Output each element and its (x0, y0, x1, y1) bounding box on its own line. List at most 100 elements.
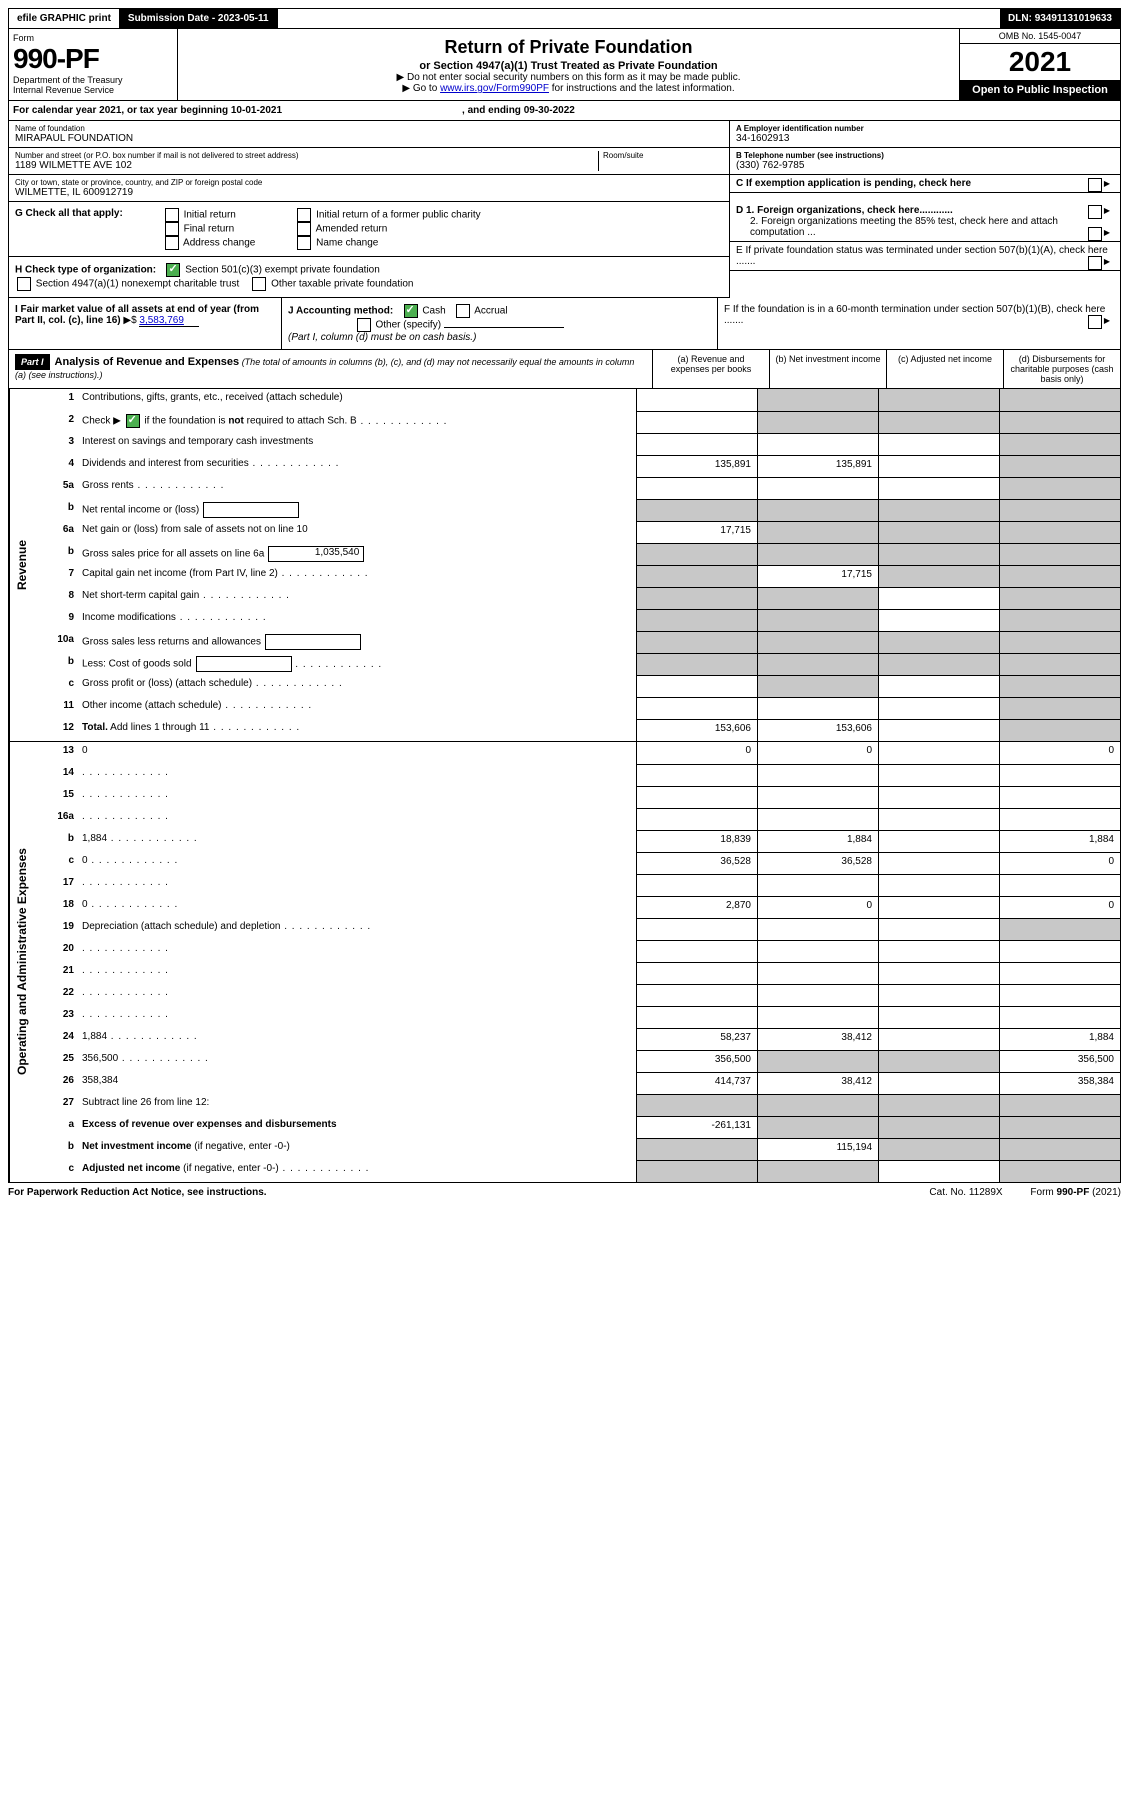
row-num: 9 (34, 609, 80, 631)
addr-label: Number and street (or P.O. box number if… (15, 151, 598, 160)
table-row: 15 (34, 786, 1120, 808)
cell-d: 0 (999, 742, 1120, 764)
sub-input[interactable] (203, 502, 299, 518)
form-box: Form 990-PF Department of the Treasury I… (9, 29, 178, 100)
revenue-rows: 1Contributions, gifts, grants, etc., rec… (34, 389, 1120, 741)
cell-c (878, 918, 999, 940)
cell-a (636, 808, 757, 830)
city-cell: City or town, state or province, country… (9, 175, 729, 202)
j-other-checkbox[interactable] (357, 318, 371, 332)
dept-label: Department of the Treasury (13, 75, 173, 85)
irs-label: Internal Revenue Service (13, 85, 173, 95)
h-501c3-checkbox[interactable] (166, 263, 180, 277)
row-num: 25 (34, 1050, 80, 1072)
arrow-icon (1104, 178, 1114, 189)
revenue-label: Revenue (9, 389, 34, 741)
g-amended-checkbox[interactable] (297, 222, 311, 236)
j-other-line (444, 327, 564, 328)
tax-year: 2021 (960, 44, 1120, 80)
cell-a (636, 543, 757, 565)
section-i: I Fair market value of all assets at end… (9, 298, 282, 349)
table-row: c036,52836,5280 (34, 852, 1120, 874)
table-row: 12Total. Add lines 1 through 11153,60615… (34, 719, 1120, 741)
table-row: 130000 (34, 742, 1120, 764)
row-num: b (34, 1138, 80, 1160)
sub-input[interactable]: 1,035,540 (268, 546, 364, 562)
col-b-head: (b) Net investment income (769, 350, 886, 388)
table-row: 2Check ▶ if the foundation is not requir… (34, 411, 1120, 433)
cell-a (636, 411, 757, 433)
e-checkbox[interactable] (1088, 256, 1102, 270)
row-desc: 0 (80, 896, 636, 918)
cal-begin: For calendar year 2021, or tax year begi… (13, 105, 282, 116)
j-accrual-checkbox[interactable] (456, 304, 470, 318)
d1-checkbox[interactable] (1088, 205, 1102, 219)
page-footer: For Paperwork Reduction Act Notice, see … (8, 1183, 1121, 1202)
h-opt-1: Section 4947(a)(1) nonexempt charitable … (36, 279, 239, 290)
d1-label: D 1. Foreign organizations, check here..… (736, 205, 953, 216)
cell-d (999, 521, 1120, 543)
cell-b (757, 411, 878, 433)
fmv-link[interactable]: 3,583,769 (139, 315, 199, 327)
row-num: 1 (34, 389, 80, 411)
cell-c (878, 433, 999, 455)
cell-b (757, 1006, 878, 1028)
g-former-checkbox[interactable] (297, 208, 311, 222)
sub-input[interactable] (265, 634, 361, 650)
cell-a: 135,891 (636, 455, 757, 477)
table-row: b1,88418,8391,8841,884 (34, 830, 1120, 852)
subdate-btn[interactable]: Submission Date - 2023-05-11 (120, 9, 278, 28)
j-accrual: Accrual (474, 306, 507, 317)
cell-a (636, 1094, 757, 1116)
efile-btn[interactable]: efile GRAPHIC print (9, 9, 120, 28)
h-4947-checkbox[interactable] (17, 277, 31, 291)
sub-input[interactable] (196, 656, 292, 672)
g-final-checkbox[interactable] (165, 222, 179, 236)
arrow-icon (1104, 256, 1114, 267)
row-num: b (34, 543, 80, 565)
f-checkbox[interactable] (1088, 315, 1102, 329)
h-other-checkbox[interactable] (252, 277, 266, 291)
g-name-checkbox[interactable] (297, 236, 311, 250)
row-desc (80, 874, 636, 896)
cell-b (757, 764, 878, 786)
cell-c (878, 499, 999, 521)
j-cash-checkbox[interactable] (404, 304, 418, 318)
cell-c (878, 852, 999, 874)
d2-checkbox[interactable] (1088, 227, 1102, 241)
row-desc (80, 984, 636, 1006)
g-addr-checkbox[interactable] (165, 236, 179, 250)
cell-c (878, 742, 999, 764)
form-ref: Form 990-PF (2021) (1030, 1187, 1121, 1198)
cell-b (757, 389, 878, 411)
form-no: 990-PF (13, 43, 173, 75)
addr-cell: Number and street (or P.O. box number if… (9, 148, 729, 175)
cell-b: 0 (757, 896, 878, 918)
table-row: bNet investment income (if negative, ent… (34, 1138, 1120, 1160)
cell-c (878, 719, 999, 741)
phone-cell: B Telephone number (see instructions) (3… (730, 148, 1120, 175)
cell-c (878, 477, 999, 499)
row-desc: Depreciation (attach schedule) and deple… (80, 918, 636, 940)
row-num: 21 (34, 962, 80, 984)
cell-d (999, 565, 1120, 587)
table-row: 26358,384414,73738,412358,384 (34, 1072, 1120, 1094)
row-desc: Total. Add lines 1 through 11 (80, 719, 636, 741)
cell-c (878, 455, 999, 477)
cell-d (999, 477, 1120, 499)
cell-a (636, 433, 757, 455)
cell-a (636, 675, 757, 697)
table-row: 17 (34, 874, 1120, 896)
topbar: efile GRAPHIC print Submission Date - 20… (8, 8, 1121, 29)
cell-a (636, 764, 757, 786)
schb-checkbox[interactable] (126, 414, 140, 428)
c-checkbox[interactable] (1088, 178, 1102, 192)
part1-header-row: Part I Analysis of Revenue and Expenses … (8, 350, 1121, 389)
form990pf-link[interactable]: www.irs.gov/Form990PF (440, 83, 549, 94)
g-initial-checkbox[interactable] (165, 208, 179, 222)
cell-c (878, 565, 999, 587)
j-note: (Part I, column (d) must be on cash basi… (288, 332, 476, 343)
cell-a (636, 389, 757, 411)
row-desc: 356,500 (80, 1050, 636, 1072)
g-d-row: G Check all that apply: Initial return F… (8, 202, 1121, 298)
